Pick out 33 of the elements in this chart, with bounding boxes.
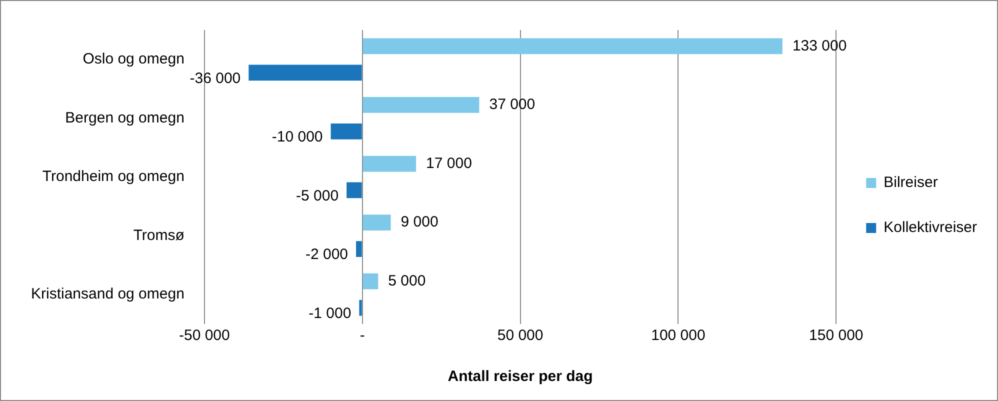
data-label: -5 000 bbox=[296, 187, 339, 204]
x-tick-label: - bbox=[360, 327, 365, 344]
x-tick-label: 50 000 bbox=[497, 327, 544, 344]
bar bbox=[248, 64, 362, 81]
y-tick-label: Oslo og omegn bbox=[82, 50, 184, 68]
data-label: -1 000 bbox=[308, 304, 352, 322]
y-tick-label: Kristiansand og omegn bbox=[30, 286, 184, 303]
bar bbox=[362, 273, 378, 290]
x-tick-label: 150 000 bbox=[809, 327, 864, 344]
bar bbox=[362, 156, 416, 172]
bar bbox=[346, 182, 362, 198]
bar bbox=[362, 97, 480, 113]
x-tick-label: -50 000 bbox=[178, 327, 230, 344]
y-tick-label: Tromsø bbox=[133, 226, 184, 244]
data-label: 37 000 bbox=[489, 96, 536, 114]
bar bbox=[362, 214, 391, 231]
x-axis-title: Antall reiser per dag bbox=[448, 368, 593, 386]
data-label: -10 000 bbox=[272, 128, 323, 146]
bar bbox=[330, 123, 362, 140]
x-tick-label: 100 000 bbox=[651, 327, 706, 344]
data-label: 133 000 bbox=[792, 37, 847, 54]
data-label: -36 000 bbox=[190, 70, 241, 87]
legend-label: Kollektivreiser bbox=[884, 219, 978, 236]
data-label: 9 000 bbox=[400, 214, 438, 231]
y-tick-label: Bergen og omegn bbox=[65, 109, 184, 126]
bar bbox=[362, 38, 782, 54]
data-label: 5 000 bbox=[388, 272, 426, 290]
y-tick-label: Trondheim og omegn bbox=[42, 168, 184, 186]
legend-label: Bilreiser bbox=[884, 174, 938, 192]
data-label: -2 000 bbox=[305, 246, 348, 264]
data-label: 17 000 bbox=[426, 154, 472, 172]
bar bbox=[356, 241, 362, 257]
bar bbox=[359, 300, 362, 316]
